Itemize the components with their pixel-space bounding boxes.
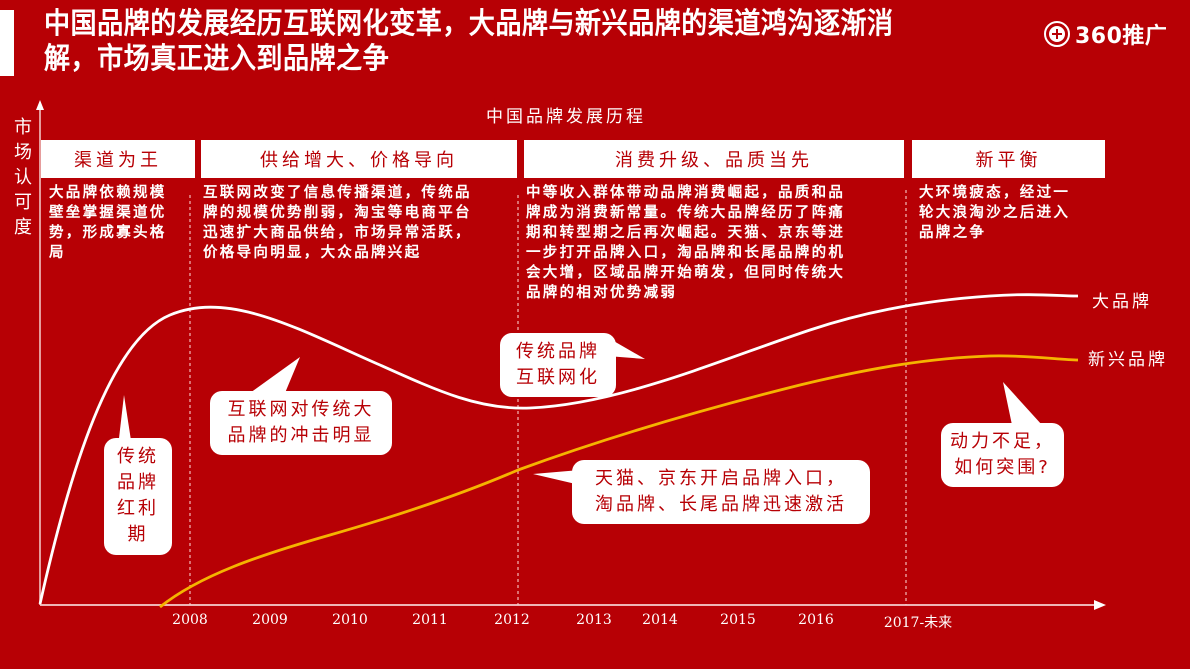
bubble-tail <box>118 395 132 447</box>
y-label-char: 度 <box>14 217 32 238</box>
phase-dividers <box>189 190 907 605</box>
bubble-tail <box>1003 382 1042 425</box>
phase-header-consumption: 消费升级、品质当先 <box>524 140 904 178</box>
bubble-tmall-jd: 天猫、京东开启品牌入口， 淘品牌、长尾品牌迅速激活 <box>572 460 870 524</box>
phase-desc-consumption: 中等收入群体带动品牌消费崛起，品质和品 牌成为消费新常量。传统大品牌经历了阵痛 … <box>526 185 846 301</box>
emerging-brand-line <box>159 354 1079 609</box>
x-tick: 2014 <box>642 612 678 628</box>
phase-desc-supply: 互联网改变了信息传播渠道，传统品 牌的规模优势削弱，淘宝等电商平台 迅速扩大商品… <box>203 185 472 261</box>
y-label-char: 认 <box>14 167 32 188</box>
x-tick: 2013 <box>576 612 612 628</box>
x-tick: 2010 <box>332 612 368 628</box>
logo-text: 360推广 <box>1075 24 1168 49</box>
series-label-big-brand: 大品牌 <box>1092 292 1152 312</box>
y-label-char: 市 <box>14 117 32 138</box>
x-tick: 2011 <box>412 612 448 628</box>
x-tick: 2016 <box>798 612 834 628</box>
title-accent-bar <box>0 10 14 76</box>
bubble-internet-impact: 互联网对传统大 品牌的冲击明显 <box>210 391 392 455</box>
y-label-char: 可 <box>14 192 32 213</box>
phase-header-supply: 供给增大、价格导向 <box>201 140 517 178</box>
x-axis-arrow-icon <box>1094 600 1106 610</box>
bubble-tail <box>250 357 300 393</box>
bubble-tail <box>533 470 580 485</box>
phase-desc-balance: 大环境疲态，经过一 轮大浪淘沙之后进入 品牌之争 <box>919 185 1071 241</box>
brand-logo: 360推广 <box>1044 18 1167 50</box>
phase-header-channel: 渠道为王 <box>41 140 195 178</box>
chart-title: 中国品牌发展历程 <box>486 107 646 127</box>
x-tick: 2015 <box>720 612 756 628</box>
plus-circle-icon <box>1044 21 1070 47</box>
bubble-traditional-internet: 传统品牌 互联网化 <box>500 333 616 397</box>
bubble-traditional-dividend: 传统 品牌 红利 期 <box>104 438 172 555</box>
y-label-char: 场 <box>14 142 32 163</box>
x-tick: 2017-未来 <box>883 615 953 631</box>
x-tick: 2008 <box>172 612 208 628</box>
y-axis-label: 市 场 认 可 度 <box>12 115 34 240</box>
series-label-emerging-brand: 新兴品牌 <box>1088 350 1168 370</box>
big-brand-line <box>38 293 1079 605</box>
phase-desc-channel: 大品牌依赖规模 壁垒掌握渠道优 势，形成寡头格 局 <box>49 185 167 261</box>
bubble-lack-momentum: 动力不足， 如何突围? <box>941 423 1064 487</box>
x-tick: 2012 <box>494 612 530 628</box>
phase-header-balance: 新平衡 <box>912 140 1105 178</box>
y-axis-arrow-icon <box>36 100 44 110</box>
page-title: 中国品牌的发展经历互联网化变革，大品牌与新兴品牌的渠道鸿沟逐渐消解，市场真正进入… <box>44 6 894 75</box>
x-tick: 2009 <box>252 612 288 628</box>
